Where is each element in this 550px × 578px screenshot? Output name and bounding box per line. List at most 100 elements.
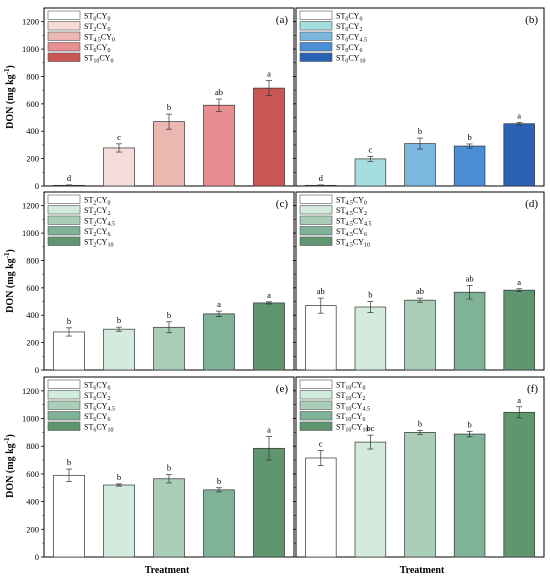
y-tick-label: 200 bbox=[26, 524, 39, 534]
y-tick-label: 0 bbox=[35, 181, 39, 191]
bar bbox=[354, 441, 387, 558]
legend-swatch bbox=[47, 21, 81, 31]
legend-label: ST4.5CY6 bbox=[336, 227, 367, 238]
significance-label: a bbox=[267, 69, 271, 79]
legend-swatch bbox=[47, 379, 81, 389]
legend-label: ST0CY4.5 bbox=[336, 33, 367, 44]
x-axis-title-right: Treatment bbox=[400, 565, 445, 576]
legend-swatch bbox=[47, 215, 81, 225]
significance-label: b bbox=[67, 457, 71, 467]
significance-label: b bbox=[167, 102, 171, 112]
legend-label: ST10CY10 bbox=[336, 423, 368, 434]
bar bbox=[53, 331, 85, 371]
legend-swatch bbox=[47, 236, 81, 246]
significance-label: c bbox=[319, 438, 323, 448]
bar bbox=[404, 143, 436, 187]
legend-label: ST4.5CY2 bbox=[336, 206, 367, 217]
legend-swatch bbox=[299, 400, 333, 410]
legend-swatch bbox=[299, 10, 333, 20]
y-tick-label: 1000 bbox=[22, 44, 39, 54]
significance-label: a bbox=[217, 299, 221, 309]
legend-swatch bbox=[47, 10, 81, 20]
significance-label: bc bbox=[366, 423, 374, 433]
legend-label: ST2CY2 bbox=[84, 206, 110, 217]
y-tick-label: 400 bbox=[26, 497, 39, 507]
y-tick-label: 0 bbox=[35, 552, 39, 562]
legend-swatch bbox=[47, 42, 81, 52]
panel-label: (c) bbox=[276, 198, 289, 210]
legend-label: ST6CY2 bbox=[84, 391, 110, 402]
legend-swatch bbox=[47, 31, 81, 41]
legend-swatch bbox=[299, 31, 333, 41]
significance-label: d bbox=[67, 173, 72, 183]
bar bbox=[453, 291, 486, 371]
bar bbox=[305, 305, 337, 371]
significance-label: a bbox=[517, 395, 521, 405]
legend-label: ST0CY2 bbox=[336, 22, 362, 33]
panel-label: (d) bbox=[525, 198, 538, 210]
legend-swatch bbox=[47, 411, 81, 421]
legend-label: ST2CY4.5 bbox=[84, 217, 115, 228]
legend-swatch bbox=[299, 215, 333, 225]
legend-swatch bbox=[299, 226, 333, 236]
legend-label: ST2CY0 bbox=[84, 22, 110, 33]
legend-swatch bbox=[47, 421, 81, 431]
y-tick-label: 1200 bbox=[22, 386, 39, 396]
legend-swatch bbox=[299, 379, 333, 389]
significance-label: b bbox=[117, 315, 121, 325]
bar bbox=[103, 328, 135, 371]
bar bbox=[203, 489, 235, 558]
legend-swatch bbox=[47, 400, 81, 410]
legend-label: ST6CY0 bbox=[84, 43, 110, 54]
bar bbox=[53, 474, 85, 558]
significance-label: d bbox=[319, 173, 324, 183]
legend-swatch bbox=[299, 390, 333, 400]
y-axis-title-row2: DON (mg kg-1) bbox=[3, 249, 16, 313]
significance-label: c bbox=[369, 144, 373, 154]
significance-label: b bbox=[368, 290, 372, 300]
legend-label: ST10CY2 bbox=[336, 391, 365, 402]
legend-label: ST6CY6 bbox=[84, 412, 110, 423]
y-axis-title-row3: DON (mg kg-1) bbox=[3, 434, 16, 498]
y-tick-label: 600 bbox=[26, 283, 39, 293]
x-axis-title-left: Treatment bbox=[145, 565, 190, 576]
legend-swatch bbox=[47, 226, 81, 236]
panel-label: (b) bbox=[525, 14, 538, 26]
y-tick-label: 1200 bbox=[22, 201, 39, 211]
legend-label: ST0CY6 bbox=[336, 43, 362, 54]
bar bbox=[153, 326, 185, 371]
legend-label: ST0CY10 bbox=[336, 54, 365, 65]
legend-label: ST4.5CY0 bbox=[336, 196, 367, 207]
legend-label: ST4.5CY10 bbox=[336, 238, 370, 249]
y-tick-label: 400 bbox=[26, 126, 39, 136]
legend-label: ST2CY0 bbox=[84, 196, 110, 207]
significance-label: b bbox=[467, 132, 471, 142]
significance-label: b bbox=[167, 463, 171, 473]
legend-swatch bbox=[47, 390, 81, 400]
legend-swatch bbox=[299, 236, 333, 246]
panel-b: d c b b a (b) ST0CY0ST0CY2ST0CY4.5ST0CY6ST0CY1… bbox=[293, 7, 545, 187]
panel-label: (f) bbox=[527, 383, 538, 395]
legend-label: ST6CY10 bbox=[84, 423, 113, 434]
y-tick-label: 0 bbox=[35, 365, 39, 375]
y-tick-label: 400 bbox=[26, 310, 39, 320]
legend-label: ST10CY6 bbox=[336, 412, 365, 423]
panel-e: 020040060080010001200bbbba(e)ST6CY0ST6CY… bbox=[22, 376, 295, 562]
significance-label: b bbox=[418, 418, 422, 428]
legend-label: ST6CY4.5 bbox=[84, 402, 115, 413]
legend-swatch bbox=[47, 52, 81, 62]
panel-label: (e) bbox=[276, 383, 289, 395]
y-tick-label: 600 bbox=[26, 99, 39, 109]
legend-swatch bbox=[47, 205, 81, 215]
legend-label: ST10CY4.5 bbox=[336, 402, 370, 413]
bar bbox=[453, 145, 486, 187]
significance-label: b bbox=[117, 472, 121, 482]
bar bbox=[354, 158, 387, 187]
legend-label: ST6CY0 bbox=[84, 381, 110, 392]
significance-label: ab bbox=[317, 286, 325, 296]
y-tick-label: 800 bbox=[26, 441, 39, 451]
significance-label: b bbox=[467, 419, 471, 429]
bar bbox=[404, 432, 436, 558]
